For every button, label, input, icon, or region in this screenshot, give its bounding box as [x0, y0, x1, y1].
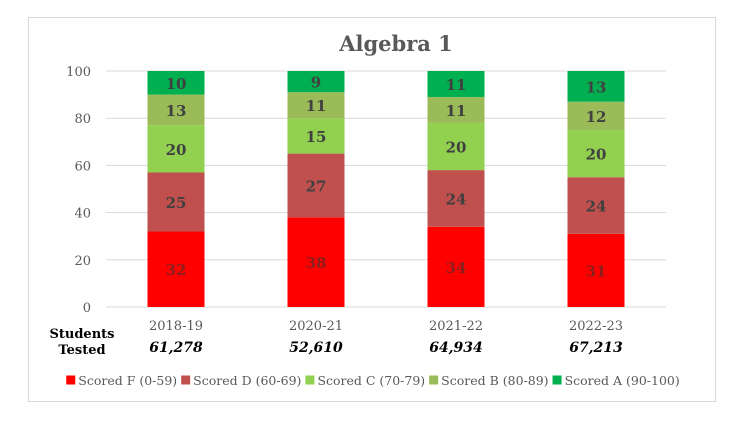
students-tested-value: 61,278: [149, 340, 203, 356]
students-tested-value: 52,610: [289, 340, 343, 356]
legend-swatch: [66, 375, 76, 385]
y-tick-label: 20: [74, 254, 91, 269]
legend-label: Scored D (60-69): [193, 373, 301, 388]
data-label: 11: [446, 76, 467, 94]
x-tick-label: 2020-21: [289, 319, 343, 334]
bar-segment: [427, 226, 485, 307]
bar-segment: [287, 153, 345, 218]
bar-segment: [427, 96, 485, 123]
data-label: 15: [306, 128, 327, 146]
data-label: 12: [586, 108, 607, 126]
bar-segment: [567, 71, 625, 102]
y-tick-label: 60: [74, 159, 91, 174]
legend-label: Scored B (80-89): [441, 373, 548, 388]
bar-segment: [567, 233, 625, 307]
data-label: 25: [166, 194, 187, 212]
students-tested-value: 67,213: [569, 340, 623, 356]
legend-swatch: [305, 375, 315, 385]
bar-segment: [147, 71, 205, 95]
data-label: 9: [311, 74, 321, 92]
data-label: 32: [166, 261, 187, 279]
chart-title: Algebra 1: [338, 31, 453, 56]
legend-label: Scored C (70-79): [317, 373, 425, 388]
x-tick-label: 2022-23: [569, 319, 623, 334]
bar-segment: [427, 170, 485, 227]
data-label: 27: [306, 177, 327, 195]
students-tested-value: 64,934: [429, 340, 483, 356]
bar-segment: [287, 71, 345, 93]
bar-segment: [147, 94, 205, 126]
bar-segment: [147, 231, 205, 307]
bar-segment: [567, 130, 625, 178]
bar-segment: [287, 118, 345, 154]
data-label: 13: [586, 78, 607, 96]
legend-swatch: [429, 375, 439, 385]
data-label: 24: [446, 190, 467, 208]
legend-swatch: [552, 375, 562, 385]
data-label: 20: [166, 141, 187, 159]
bar-segment: [567, 177, 625, 234]
data-label: 31: [586, 262, 607, 280]
data-label: 24: [586, 198, 607, 216]
x-tick-label: 2018-19: [149, 319, 203, 334]
legend-swatch: [181, 375, 191, 385]
bar-segment: [427, 122, 485, 171]
bar-segment: [567, 101, 625, 130]
data-label: 38: [306, 254, 327, 272]
legend-label: Scored A (90-100): [565, 373, 680, 388]
bar-segment: [287, 92, 345, 119]
data-label: 11: [446, 102, 467, 120]
students-tested-label-line1: Students: [50, 327, 115, 342]
data-label: 11: [306, 97, 327, 115]
stacked-bar-chart: Algebra 1 0 20 40 60 80 100 32 25 20 13 10 2018-19 61…: [50, 31, 680, 388]
data-label: 34: [446, 259, 467, 277]
chart-frame: Algebra 1 0 20 40 60 80 100 32 25 20 13 10 2018-19 61…: [28, 17, 716, 402]
data-label: 20: [586, 146, 607, 164]
bar-segment: [147, 172, 205, 232]
y-tick-label: 40: [74, 207, 91, 222]
x-tick-label: 2021-22: [429, 319, 483, 334]
bar-segment: [427, 71, 485, 97]
bar-segment: [287, 217, 345, 307]
y-tick-label: 80: [74, 112, 91, 127]
bar-segment: [147, 125, 205, 173]
y-tick-label: 0: [83, 301, 91, 316]
data-label: 10: [166, 75, 187, 93]
y-tick-label: 100: [66, 65, 91, 80]
data-label: 20: [446, 139, 467, 157]
legend-label: Scored F (0-59): [78, 373, 177, 388]
students-tested-label-line2: Tested: [58, 343, 105, 358]
data-label: 13: [166, 102, 187, 120]
